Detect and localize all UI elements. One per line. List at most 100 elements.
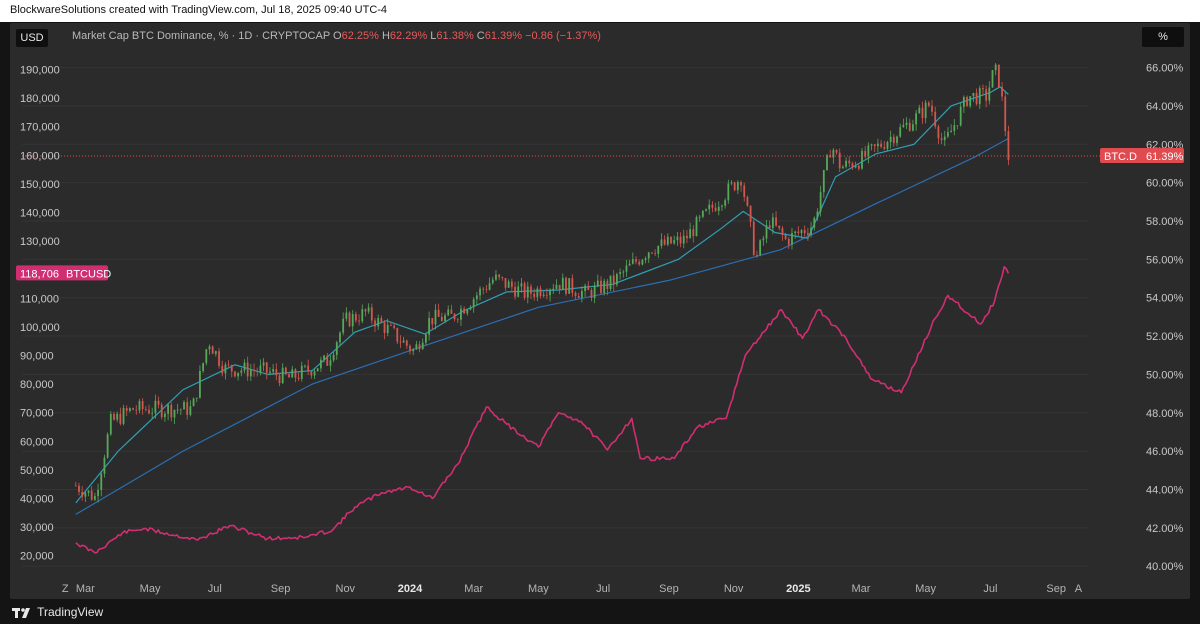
btcd-candle-body — [580, 290, 583, 298]
btcd-candle-body — [179, 409, 182, 411]
btcd-candle — [851, 161, 854, 170]
btcd-candle-body — [771, 217, 774, 228]
tradingview-logo[interactable]: TradingView — [12, 605, 103, 619]
right-tick-label: 58.00% — [1146, 216, 1184, 228]
btcd-badge-name: BTC.D — [1104, 151, 1137, 163]
btcd-candle — [358, 314, 360, 326]
btcd-candle — [122, 404, 125, 426]
top-bar: BlockwareSolutions created with TradingV… — [0, 0, 1200, 22]
btcd-candle-body — [269, 371, 271, 373]
btcd-candle — [899, 123, 902, 138]
btcd-candle — [412, 347, 415, 356]
btcd-candle-body — [940, 138, 943, 141]
btcd-candle-body — [116, 413, 119, 420]
btcd-candle — [275, 363, 278, 381]
legend-title: Market Cap BTC Dominance, % · 1D · CRYPT… — [72, 30, 330, 42]
btcd-candle — [437, 303, 440, 317]
btcd-candle-body — [584, 285, 586, 291]
btcd-candle — [74, 481, 77, 487]
btcd-candle-body — [956, 125, 959, 127]
btcd-candle-body — [498, 274, 501, 278]
btcd-candle-body — [851, 163, 854, 168]
left-tick-label: 140,000 — [20, 207, 60, 219]
btcd-candle — [781, 225, 784, 241]
btcd-candle-body — [205, 349, 208, 364]
btcd-candle-body — [816, 211, 819, 218]
btcd-candle-body — [202, 363, 205, 371]
btcd-candle — [262, 358, 265, 372]
btcd-candle — [186, 397, 189, 420]
btcd-candle — [291, 365, 294, 378]
left-tick-label: 150,000 — [20, 179, 60, 191]
btcd-candle-body — [590, 290, 593, 298]
left-tick-label: 20,000 — [20, 551, 54, 563]
btcd-candle-body — [418, 344, 421, 350]
btcd-candle — [240, 368, 243, 377]
btcd-candle — [584, 283, 586, 297]
btcd-candle-body — [307, 365, 310, 372]
btcd-candle — [227, 360, 230, 367]
btcd-candle — [600, 276, 602, 296]
btcd-candle — [616, 272, 618, 287]
btcd-candle — [144, 406, 147, 412]
btcd-candle — [800, 228, 803, 239]
btcd-candle — [93, 492, 96, 501]
btcd-candle-body — [526, 286, 529, 298]
time-tick-label: Z — [62, 583, 69, 595]
btcd-candle-body — [81, 491, 84, 497]
btcd-candle-body — [463, 308, 466, 314]
btcd-candle — [355, 311, 357, 323]
btcd-candle — [545, 288, 548, 300]
btcd-candle-body — [361, 309, 364, 322]
btcd-candle — [972, 92, 975, 103]
time-tick-label: May — [528, 583, 549, 595]
left-tick-label: 100,000 — [20, 322, 60, 334]
btcd-candle — [596, 274, 599, 288]
btcd-candle-body — [778, 225, 781, 229]
btcd-candle-body — [908, 122, 911, 131]
btcd-candle-body — [428, 318, 431, 335]
currency-button[interactable]: USD — [16, 29, 48, 47]
btcd-candle-body — [533, 293, 536, 297]
right-tick-label: 50.00% — [1146, 369, 1184, 381]
btcd-candle-body — [988, 87, 991, 101]
btcd-candle-body — [405, 340, 408, 346]
time-tick-label: 2025 — [786, 583, 810, 595]
btcd-candle — [628, 259, 631, 266]
btcd-candle-body — [797, 231, 800, 234]
btcd-candle — [135, 405, 138, 415]
btcd-candle-body — [393, 325, 395, 328]
btcd-candle-body — [176, 409, 179, 411]
btcusd-badge-name: BTCUSD — [66, 268, 111, 280]
btcd-candle — [644, 256, 647, 264]
btcd-candle — [565, 276, 567, 296]
btcd-candle — [689, 222, 692, 239]
btcd-candle-body — [603, 280, 606, 294]
btcd-candle — [329, 355, 332, 372]
btcd-candle-body — [514, 286, 516, 297]
btcd-candle — [183, 400, 185, 410]
btcd-candle — [361, 304, 364, 324]
btcd-candle-body — [189, 406, 192, 415]
btcusd-badge-value: 118,706 — [20, 268, 59, 280]
btcd-candle-body — [959, 106, 962, 126]
btcd-candle-body — [775, 217, 777, 226]
btcd-candle-body — [221, 365, 224, 374]
btcd-candle — [386, 318, 389, 337]
btcd-candle-body — [342, 318, 345, 333]
btcd-candle-body — [810, 227, 812, 235]
btcd-candle-body — [160, 404, 163, 418]
btcd-candle-body — [679, 236, 682, 244]
btcd-candle-body — [399, 341, 402, 343]
btcd-candle-body — [619, 272, 621, 275]
btcd-candle — [736, 180, 739, 195]
btcd-candle-body — [997, 64, 1000, 88]
btcd-candle-body — [1004, 96, 1007, 132]
btcd-candle-body — [374, 320, 376, 327]
scale-mode-button[interactable]: % — [1142, 27, 1184, 47]
btcd-candle-body — [924, 102, 927, 119]
btcd-candle — [154, 394, 157, 419]
time-tick-label: May — [915, 583, 936, 595]
legend-high-value: 62.29% — [389, 30, 428, 42]
